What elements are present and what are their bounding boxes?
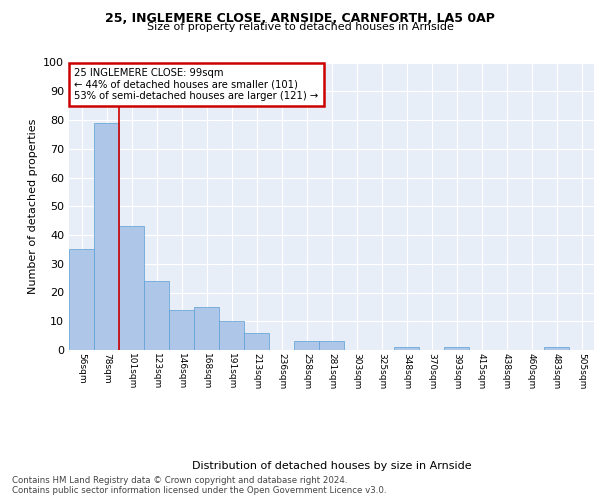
- Text: Contains HM Land Registry data © Crown copyright and database right 2024.
Contai: Contains HM Land Registry data © Crown c…: [12, 476, 386, 495]
- Y-axis label: Number of detached properties: Number of detached properties: [28, 118, 38, 294]
- Bar: [294, 342, 319, 350]
- Bar: [119, 226, 144, 350]
- Bar: [144, 281, 169, 350]
- Bar: [444, 347, 469, 350]
- Text: 25, INGLEMERE CLOSE, ARNSIDE, CARNFORTH, LA5 0AP: 25, INGLEMERE CLOSE, ARNSIDE, CARNFORTH,…: [105, 12, 495, 26]
- Text: 25 INGLEMERE CLOSE: 99sqm
← 44% of detached houses are smaller (101)
53% of semi: 25 INGLEMERE CLOSE: 99sqm ← 44% of detac…: [74, 68, 319, 102]
- Bar: [394, 347, 419, 350]
- Bar: [69, 250, 94, 350]
- X-axis label: Distribution of detached houses by size in Arnside: Distribution of detached houses by size …: [191, 462, 472, 471]
- Bar: [244, 333, 269, 350]
- Text: Size of property relative to detached houses in Arnside: Size of property relative to detached ho…: [146, 22, 454, 32]
- Bar: [544, 347, 569, 350]
- Bar: [194, 307, 219, 350]
- Bar: [319, 342, 344, 350]
- Bar: [94, 123, 119, 350]
- Bar: [219, 322, 244, 350]
- Bar: [169, 310, 194, 350]
